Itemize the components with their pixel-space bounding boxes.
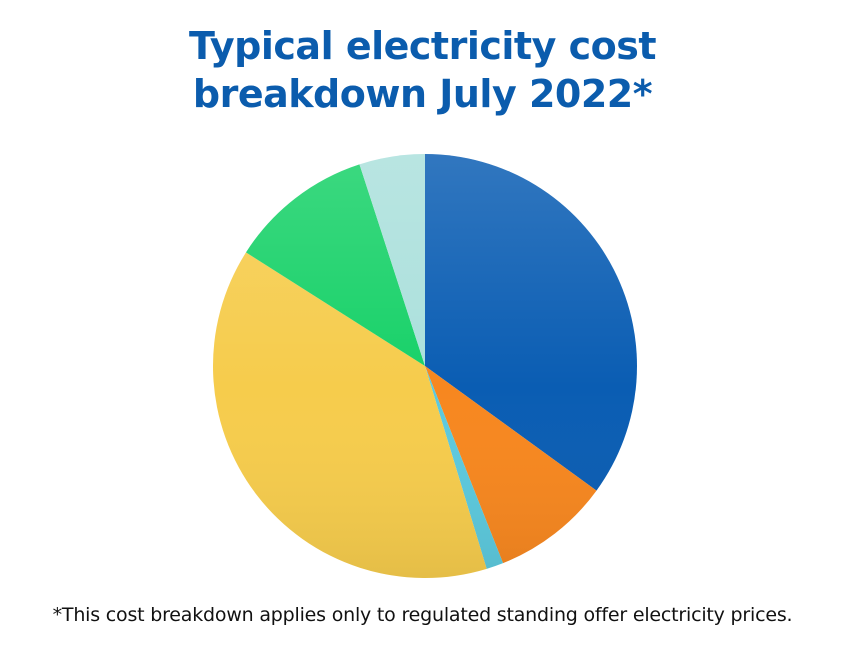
chart-title: Typical electricity cost breakdown July … [0,22,845,118]
chart-title-line-2: breakdown July 2022* [192,72,653,116]
pie-slices [212,154,637,578]
footnote: *This cost breakdown applies only to reg… [52,604,793,626]
chart-title-line-1: Typical electricity cost [189,24,657,68]
